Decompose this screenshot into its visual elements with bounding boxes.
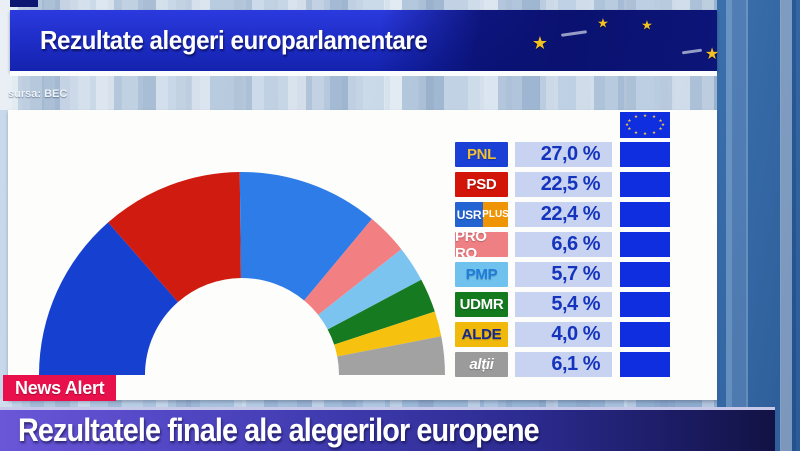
percent-value: 6,1 % (515, 352, 612, 377)
eu-star-icon: ★ (642, 112, 648, 118)
donut-segment-PNL (39, 222, 179, 375)
eu-star-icon: ★ (660, 121, 666, 127)
party-chip: PNL (455, 142, 508, 167)
party-chip-label: USR (456, 207, 482, 222)
legend-row: ALDE 4,0 % (455, 322, 670, 347)
news-alert-badge: News Alert (3, 375, 117, 401)
eu-flag-rect (620, 292, 670, 317)
page-title: Rezultate alegeri europarlamentare (40, 25, 428, 55)
eu-star-icon: ★ (641, 17, 653, 33)
donut-segment-PMP (318, 249, 422, 330)
eu-star-icon: ★ (658, 126, 663, 132)
party-chip: UDMR (455, 292, 508, 317)
eu-star-icon: ★ (531, 33, 549, 53)
percent-value: 27,0 % (515, 142, 612, 167)
percent-value: 5,4 % (515, 292, 612, 317)
eu-flag-rect (620, 142, 670, 167)
eu-star-icon: ★ (642, 130, 648, 136)
legend-row: PRO RO 6,6 % (455, 232, 670, 257)
eu-star-icon: ★ (624, 121, 630, 127)
party-chip-label: ALDE (461, 326, 502, 343)
headline-bar: Rezultatele finale ale alegerilor europe… (0, 407, 775, 451)
percent-value: 22,4 % (515, 202, 612, 227)
party-chip-label: PSD (466, 176, 497, 193)
percent-value: 4,0 % (515, 322, 612, 347)
half-donut-chart (39, 171, 445, 375)
banner-underline (10, 71, 717, 76)
eu-star-icon: ★ (627, 117, 632, 123)
percent-value: 5,7 % (515, 262, 612, 287)
legend-row: USR PLUS 22,4 % (455, 202, 670, 227)
eu-star-icon: ★ (597, 15, 609, 31)
header-banner: ★ ★ ★ ★ Rezultate alegeri europarlamentare (10, 10, 720, 71)
results-card: ★ ★ ★ ★ ★ ★ ★ ★ ★ ★ ★ ★ PNL 27,0 % PSD 22,5 % USR P… (8, 110, 717, 400)
corner-decoration (10, 0, 38, 7)
party-chip: PSD (455, 172, 508, 197)
eu-flag-icon: ★ ★ ★ ★ ★ ★ ★ ★ ★ ★ ★ ★ (620, 112, 670, 138)
eu-flag-rect (620, 262, 670, 287)
party-chip-label-2: PLUS (482, 202, 508, 227)
donut-segment-USR PLUS (239, 171, 372, 301)
eu-flag-rect (620, 232, 670, 257)
legend-row: UDMR 5,4 % (455, 292, 670, 317)
party-chip-label: UDMR (459, 296, 504, 313)
eu-star-icon: ★ (651, 114, 657, 120)
eu-star-icon: ★ (658, 117, 663, 123)
headline-text: Rezultatele finale ale alegerilor europe… (18, 412, 540, 448)
eu-flag-banner-overlay: ★ ★ ★ ★ (10, 10, 720, 71)
legend-row: PSD 22,5 % (455, 172, 670, 197)
party-chip-label: PRO RO (455, 232, 487, 257)
party-chip: alții (455, 352, 508, 377)
eu-flag-rect (620, 352, 670, 377)
percent-value: 6,6 % (515, 232, 612, 257)
donut-segment-alții (337, 336, 445, 375)
party-chip-label: alții (469, 356, 494, 373)
legend-rows: PNL 27,0 % PSD 22,5 % USR PLUS 22,4 % PR… (455, 142, 670, 382)
donut-segment-ALDE (334, 311, 442, 357)
eu-star-icon: ★ (633, 114, 639, 120)
flag-swoosh-icon (560, 30, 588, 37)
source-label: sursa: BEC (8, 88, 68, 100)
eu-star-icon: ★ (704, 46, 720, 63)
party-chip: PRO RO (455, 232, 508, 257)
legend-row: PNL 27,0 % (455, 142, 670, 167)
percent-value: 22,5 % (515, 172, 612, 197)
donut-segment-PSD (108, 172, 241, 303)
eu-flag-rect (620, 322, 670, 347)
flag-swoosh-icon (681, 48, 703, 55)
party-chip: PMP (455, 262, 508, 287)
donut-segment-UDMR (327, 279, 435, 345)
party-chip: ALDE (455, 322, 508, 347)
eu-star-icon: ★ (633, 129, 639, 135)
legend-row: PMP 5,7 % (455, 262, 670, 287)
eu-flag-rect (620, 172, 670, 197)
party-chip: USR PLUS (455, 202, 508, 227)
eu-flag-rect (620, 202, 670, 227)
legend-row: alții 6,1 % (455, 352, 670, 377)
background-mid-strip (0, 399, 717, 408)
party-chip-label: PMP (465, 266, 498, 283)
party-chip-label: PNL (466, 146, 497, 163)
eu-star-icon: ★ (651, 129, 657, 135)
donut-segment-PRO RO (304, 219, 402, 315)
eu-star-icon: ★ (627, 126, 632, 132)
